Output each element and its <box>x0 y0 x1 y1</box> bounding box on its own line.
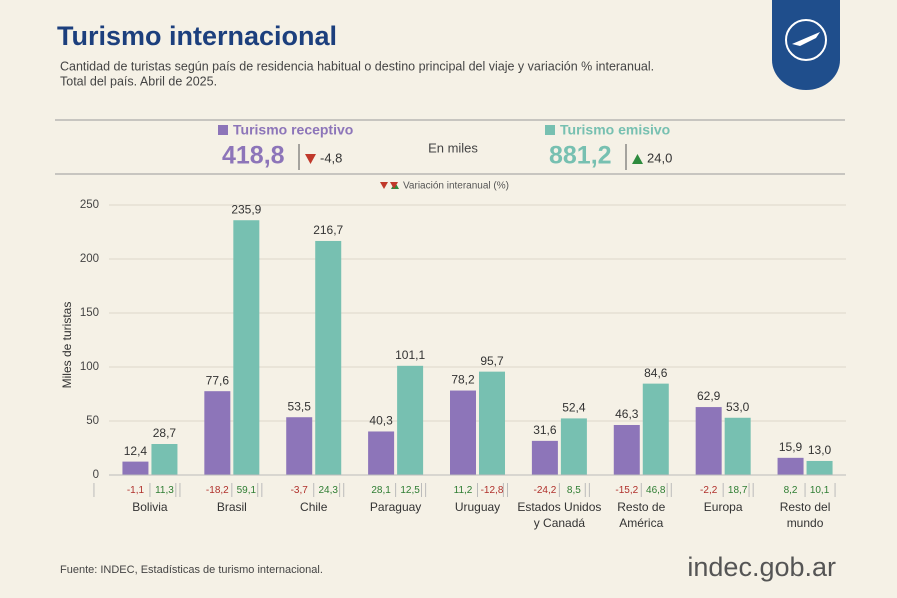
bar <box>642 383 669 475</box>
bar <box>777 457 804 475</box>
x-tick-label: Paraguay <box>369 500 422 514</box>
value-label: 46,3 <box>615 407 639 421</box>
value-label: 40,3 <box>369 414 393 428</box>
brand: indec.gob.ar <box>687 552 836 582</box>
value-label: 77,6 <box>206 373 230 387</box>
bar <box>397 365 424 475</box>
badge-plane <box>792 32 820 46</box>
variation-label: 24,3 <box>318 485 338 496</box>
variation-label: 8,5 <box>567 485 581 496</box>
x-tick-label: Brasil <box>216 500 247 514</box>
units-note: En miles <box>428 140 478 155</box>
bar <box>560 418 587 475</box>
subtitle: Cantidad de turistas según país de resid… <box>60 59 654 73</box>
bar <box>315 240 342 475</box>
change-label: -4,8 <box>320 150 342 165</box>
variation-label: 18,7 <box>728 485 748 496</box>
variation-icon <box>380 182 388 189</box>
variation-label: -1,1 <box>127 485 145 496</box>
x-tick-label: Europa <box>703 500 743 514</box>
legend-swatch <box>545 125 555 135</box>
value-label: 53,0 <box>726 400 750 414</box>
bar <box>724 417 751 475</box>
x-tick-label: Bolivia <box>132 500 168 514</box>
bar <box>151 444 178 475</box>
variation-label: 12,5 <box>400 485 420 496</box>
variation-label: -24,2 <box>533 485 556 496</box>
value-label: 62,9 <box>697 389 721 403</box>
variation-label: -18,2 <box>206 485 229 496</box>
bar <box>122 461 149 475</box>
variation-title: Variación interanual (%) <box>403 181 509 192</box>
variation-label: -15,2 <box>615 485 638 496</box>
bar <box>479 371 505 475</box>
value-label: 101,1 <box>395 348 425 362</box>
variation-label: 11,3 <box>155 485 174 496</box>
bar <box>531 440 558 475</box>
value-label: 15,9 <box>779 440 803 454</box>
source: Fuente: INDEC, Estadísticas de turismo i… <box>60 564 323 576</box>
legend-swatch <box>218 125 228 135</box>
value-label: 52,4 <box>562 401 586 415</box>
badge-icon <box>785 19 827 61</box>
bar <box>613 424 640 475</box>
legend-label: Turismo emisivo <box>560 122 670 138</box>
bar <box>286 417 313 475</box>
variation-icon <box>390 182 398 189</box>
variation-label: 11,2 <box>454 485 473 496</box>
value-label: 84,6 <box>644 366 668 380</box>
variation-label: -2,2 <box>700 485 718 496</box>
legend-label: Turismo receptivo <box>233 122 353 138</box>
variation-label: 10,1 <box>810 485 830 496</box>
change-arrow <box>632 154 643 164</box>
y-tick-label: 50 <box>86 415 99 427</box>
variation-label: -3,7 <box>291 485 309 496</box>
value-label: 78,2 <box>451 373 475 387</box>
y-tick-label: 250 <box>80 199 99 211</box>
variation-label: 28,1 <box>371 485 391 496</box>
bar <box>204 391 231 475</box>
bar <box>233 220 260 475</box>
bar <box>695 407 722 475</box>
value-label: 53,5 <box>288 399 312 413</box>
y-tick-label: 200 <box>80 253 99 265</box>
variation-label: 46,8 <box>646 485 666 496</box>
bar <box>806 460 833 475</box>
bar <box>450 390 476 475</box>
change-arrow <box>305 154 316 164</box>
total: 418,8 <box>222 142 285 170</box>
value-label: 235,9 <box>231 202 261 216</box>
value-label: 13,0 <box>808 443 832 457</box>
y-tick-label: 0 <box>93 469 99 481</box>
chart-title: Turismo internacional <box>57 21 337 51</box>
y-axis-title: Miles de turistas <box>60 302 74 389</box>
y-tick-label: 100 <box>80 361 99 373</box>
variation-label: -12,8 <box>481 485 504 496</box>
variation-label: 59,1 <box>237 485 257 496</box>
x-tick-label: Resto del mundo <box>779 500 831 530</box>
y-tick-label: 150 <box>80 307 99 319</box>
change-label: 24,0 <box>647 150 672 165</box>
value-label: 216,7 <box>313 223 343 237</box>
value-label: 12,4 <box>124 444 148 458</box>
x-tick-label: Estados Unidos y Canadá <box>517 500 602 530</box>
value-label: 95,7 <box>480 354 504 368</box>
value-label: 31,6 <box>533 423 557 437</box>
subtitle: Total del país. Abril de 2025. <box>60 74 217 88</box>
bar <box>368 431 395 475</box>
x-tick-label: Resto de América <box>617 500 666 530</box>
badge <box>772 0 840 90</box>
value-label: 28,7 <box>153 426 177 440</box>
total: 881,2 <box>549 142 612 170</box>
x-tick-label: Chile <box>300 500 328 514</box>
x-tick-label: Uruguay <box>454 500 501 514</box>
variation-label: 8,2 <box>784 485 798 496</box>
